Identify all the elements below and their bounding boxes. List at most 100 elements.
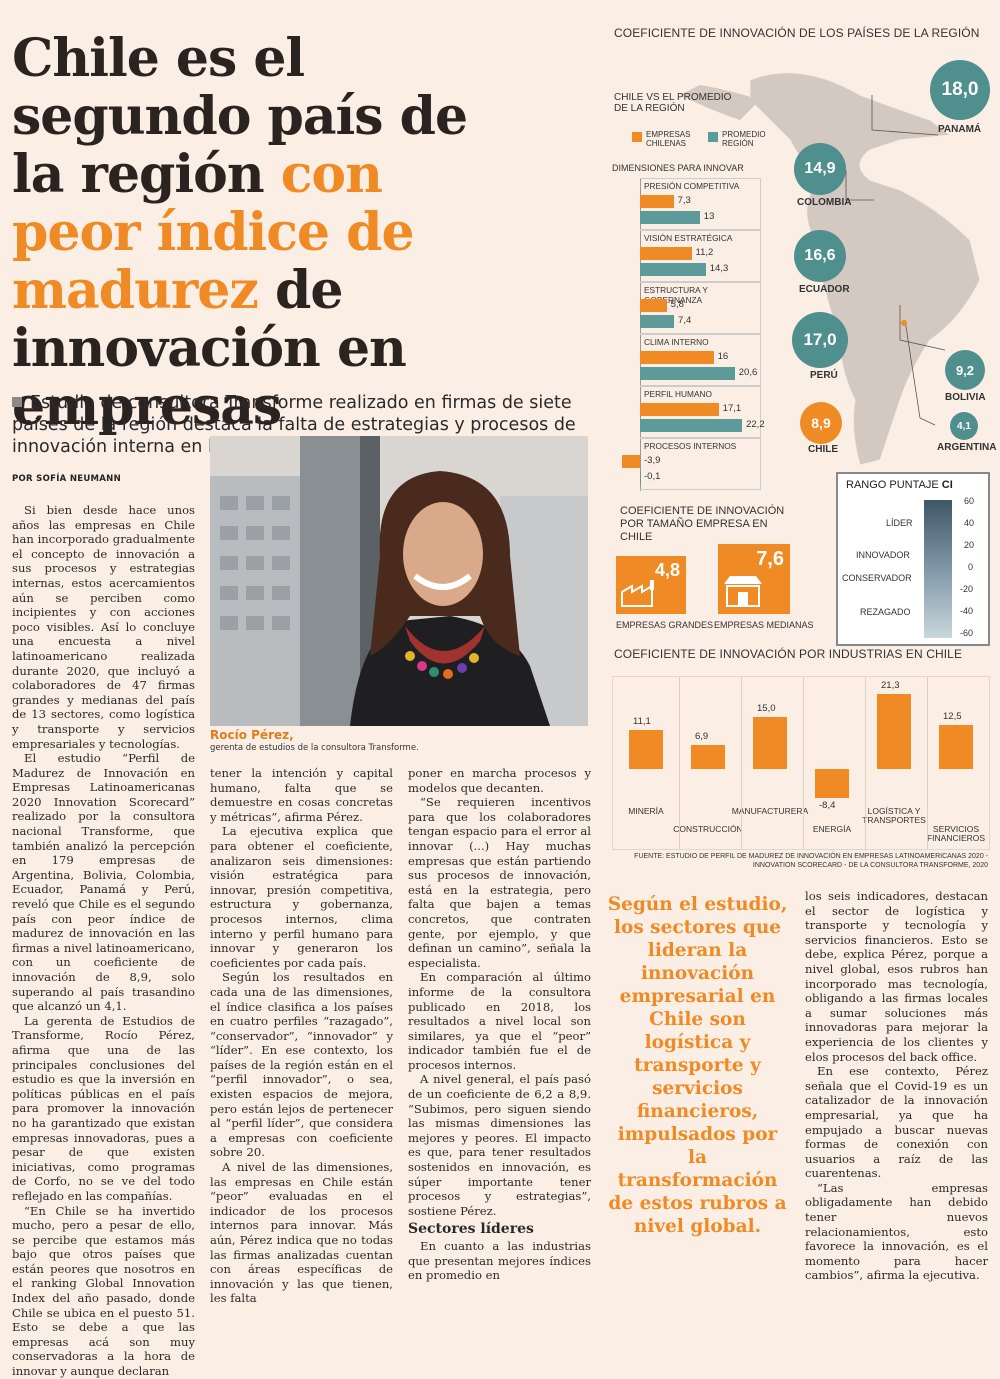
photo-caption-name: Rocío Pérez, <box>210 728 294 742</box>
dim-block <box>640 230 761 282</box>
industries-bar-chart: 11,1 MINERÍA 6,9 CONSTRUCCIÓN 15,0 MANUFACTUR… <box>612 676 990 850</box>
bubble-ecuador: 16,6 <box>794 230 846 282</box>
dim-block <box>640 282 761 334</box>
dim-category-label: CLIMA INTERNO <box>644 337 709 347</box>
label-bolivia: BOLIVIA <box>945 392 986 403</box>
dim-bar-promedio <box>640 315 675 328</box>
rango-tick: 20 <box>964 540 975 550</box>
paragraph: “En Chile se ha invertido mucho, pero a … <box>12 1203 195 1379</box>
dim-bar-promedio <box>640 211 700 224</box>
vs-title: CHILE VS EL PROMEDIO DE LA REGIÓN <box>614 92 732 114</box>
body-column-1: Si bien desde hace unos años las empresa… <box>12 503 195 1379</box>
paragraph: La gerenta de Estudios de Transforme, Ro… <box>12 1013 195 1203</box>
industry-bar-value: 12,5 <box>943 711 962 723</box>
value-medianas: 7,6 <box>756 548 784 570</box>
bullet-square-icon <box>12 397 22 407</box>
industry-bar <box>815 769 849 799</box>
dim-block <box>640 178 761 230</box>
value-argentina: 4,1 <box>957 420 971 432</box>
value-ecuador: 16,6 <box>804 247 836 264</box>
dim-bar-chile <box>640 247 692 260</box>
rango-tick: 60 <box>964 496 975 506</box>
body-column-4: los seis indicadores, destacan el sector… <box>805 889 988 1283</box>
dim-title: DIMENSIONES PARA INNOVAR <box>612 163 744 173</box>
dim-bar-value: 14,3 <box>709 263 729 274</box>
dim-category-label: ESTRUCTURA Y GOBERNANZA <box>644 285 708 305</box>
value-grandes: 4,8 <box>654 560 680 580</box>
paragraph: “Las empresas obligadamente han debido t… <box>805 1180 988 1283</box>
legend-swatch-promedio <box>708 132 718 142</box>
store-icon <box>724 576 762 607</box>
rango-tick: -60 <box>960 628 974 638</box>
label-peru: PERÚ <box>810 370 838 381</box>
south-america-map: 18,0 PANAMÁ 14,9 COLOMBIA 16,6 ECUADOR 1… <box>600 40 1000 470</box>
paragraph: poner en marcha procesos y modelos que d… <box>408 766 591 795</box>
industry-bar <box>877 694 911 769</box>
paragraph: En cuanto a las industrias que presentan… <box>408 1239 591 1283</box>
dim-bar-promedio <box>640 367 735 380</box>
body-column-3: poner en marcha procesos y modelos que d… <box>408 766 591 1283</box>
dim-category-label: PRESIÓN COMPETITIVA <box>644 181 740 191</box>
legend-swatch-chile <box>632 132 642 142</box>
industry-divider <box>679 677 680 849</box>
dim-bar-chile <box>622 455 640 468</box>
rango-level-conservador: CONSERVADOR <box>842 573 912 583</box>
paragraph: los seis indicadores, destacan el sector… <box>805 889 988 1064</box>
dim-bar-promedio <box>640 419 743 432</box>
portrait-illustration <box>210 436 588 726</box>
bubble-argentina: 4,1 <box>950 412 978 440</box>
dim-bar-value: 20,6 <box>738 367 758 378</box>
industry-divider <box>865 677 866 849</box>
bubble-chile: 8,9 <box>800 402 842 444</box>
rango-tick: -40 <box>960 606 974 616</box>
dim-category-label: VISIÓN ESTRATÉGICA <box>644 233 733 243</box>
map-shape <box>680 72 981 466</box>
industry-divider <box>927 677 928 849</box>
tamano-box-medianas: 7,6 <box>718 544 790 614</box>
legend-label-chile: EMPRESAS CHILENAS <box>646 130 691 148</box>
headline-highlight: con peor índice de madurez <box>12 144 415 321</box>
label-colombia: COLOMBIA <box>797 197 852 208</box>
label-panama: PANAMÁ <box>938 124 982 135</box>
industry-divider <box>741 677 742 849</box>
paragraph: Según los resultados en cada una de las … <box>210 970 393 1160</box>
industry-category-label: ENERGÍA <box>812 824 852 834</box>
dim-bar-value: -0,1 <box>644 471 661 482</box>
label-medianas: EMPRESAS MEDIANAS <box>714 620 814 630</box>
rango-title-ci: CI <box>941 479 953 491</box>
rango-title-text: RANGO PUNTAJE <box>846 479 939 491</box>
byline: POR SOFÍA NEUMANN <box>12 474 122 484</box>
dim-bar-value: 17,1 <box>722 403 742 414</box>
dim-block <box>640 386 761 438</box>
dim-bar-value: 13 <box>703 211 715 222</box>
industry-category-label: LOGÍSTICA Y TRANSPORTES <box>862 806 926 825</box>
paragraph: En ese contexto, Pérez señala que el Cov… <box>805 1064 988 1181</box>
industry-category-label: CONSTRUCCIÓN <box>673 824 743 834</box>
label-ecuador: ECUADOR <box>799 284 850 295</box>
value-panama: 18,0 <box>941 79 979 100</box>
headline-part1: Chile es el segundo país de la región <box>12 28 468 205</box>
rango-puntaje-box: RANGO PUNTAJE CI LÍDER INNOVADOR CONSERV… <box>836 472 990 646</box>
dim-bar-value: 16 <box>717 351 729 362</box>
paragraph: Si bien desde hace unos años las empresa… <box>12 503 195 751</box>
pull-quote: Según el estudio, los sectores que lider… <box>607 894 788 1237</box>
dim-bar-value: -3,9 <box>644 455 661 466</box>
dim-bar-chile <box>640 403 719 416</box>
source-note: FUENTE: ESTUDIO DE PERFIL DE MADUREZ DE … <box>634 853 988 869</box>
tamano-title: COEFICIENTE DE INNOVACIÓN POR TAMAÑO EMP… <box>620 505 785 543</box>
label-chile: CHILE <box>808 444 838 455</box>
rango-tick: 40 <box>964 518 975 528</box>
industry-bar <box>691 744 725 769</box>
industry-bar <box>939 725 973 769</box>
label-grandes: EMPRESAS GRANDES <box>616 620 714 630</box>
tamano-box-grandes: 4,8 <box>616 556 686 614</box>
dim-bar-chile <box>640 195 674 208</box>
industry-bar-value: 15,0 <box>757 702 776 714</box>
paragraph: El estudio “Perfil de Madurez de Innovac… <box>12 751 195 1014</box>
bubble-bolivia: 9,2 <box>945 350 985 390</box>
rango-title: RANGO PUNTAJE CI <box>846 479 953 491</box>
dim-bar-value: 22,2 <box>746 419 765 430</box>
rango-level-lider: LÍDER <box>886 518 913 528</box>
industry-category-label: MANUFACTURERA <box>731 806 809 816</box>
value-bolivia: 9,2 <box>955 362 975 378</box>
